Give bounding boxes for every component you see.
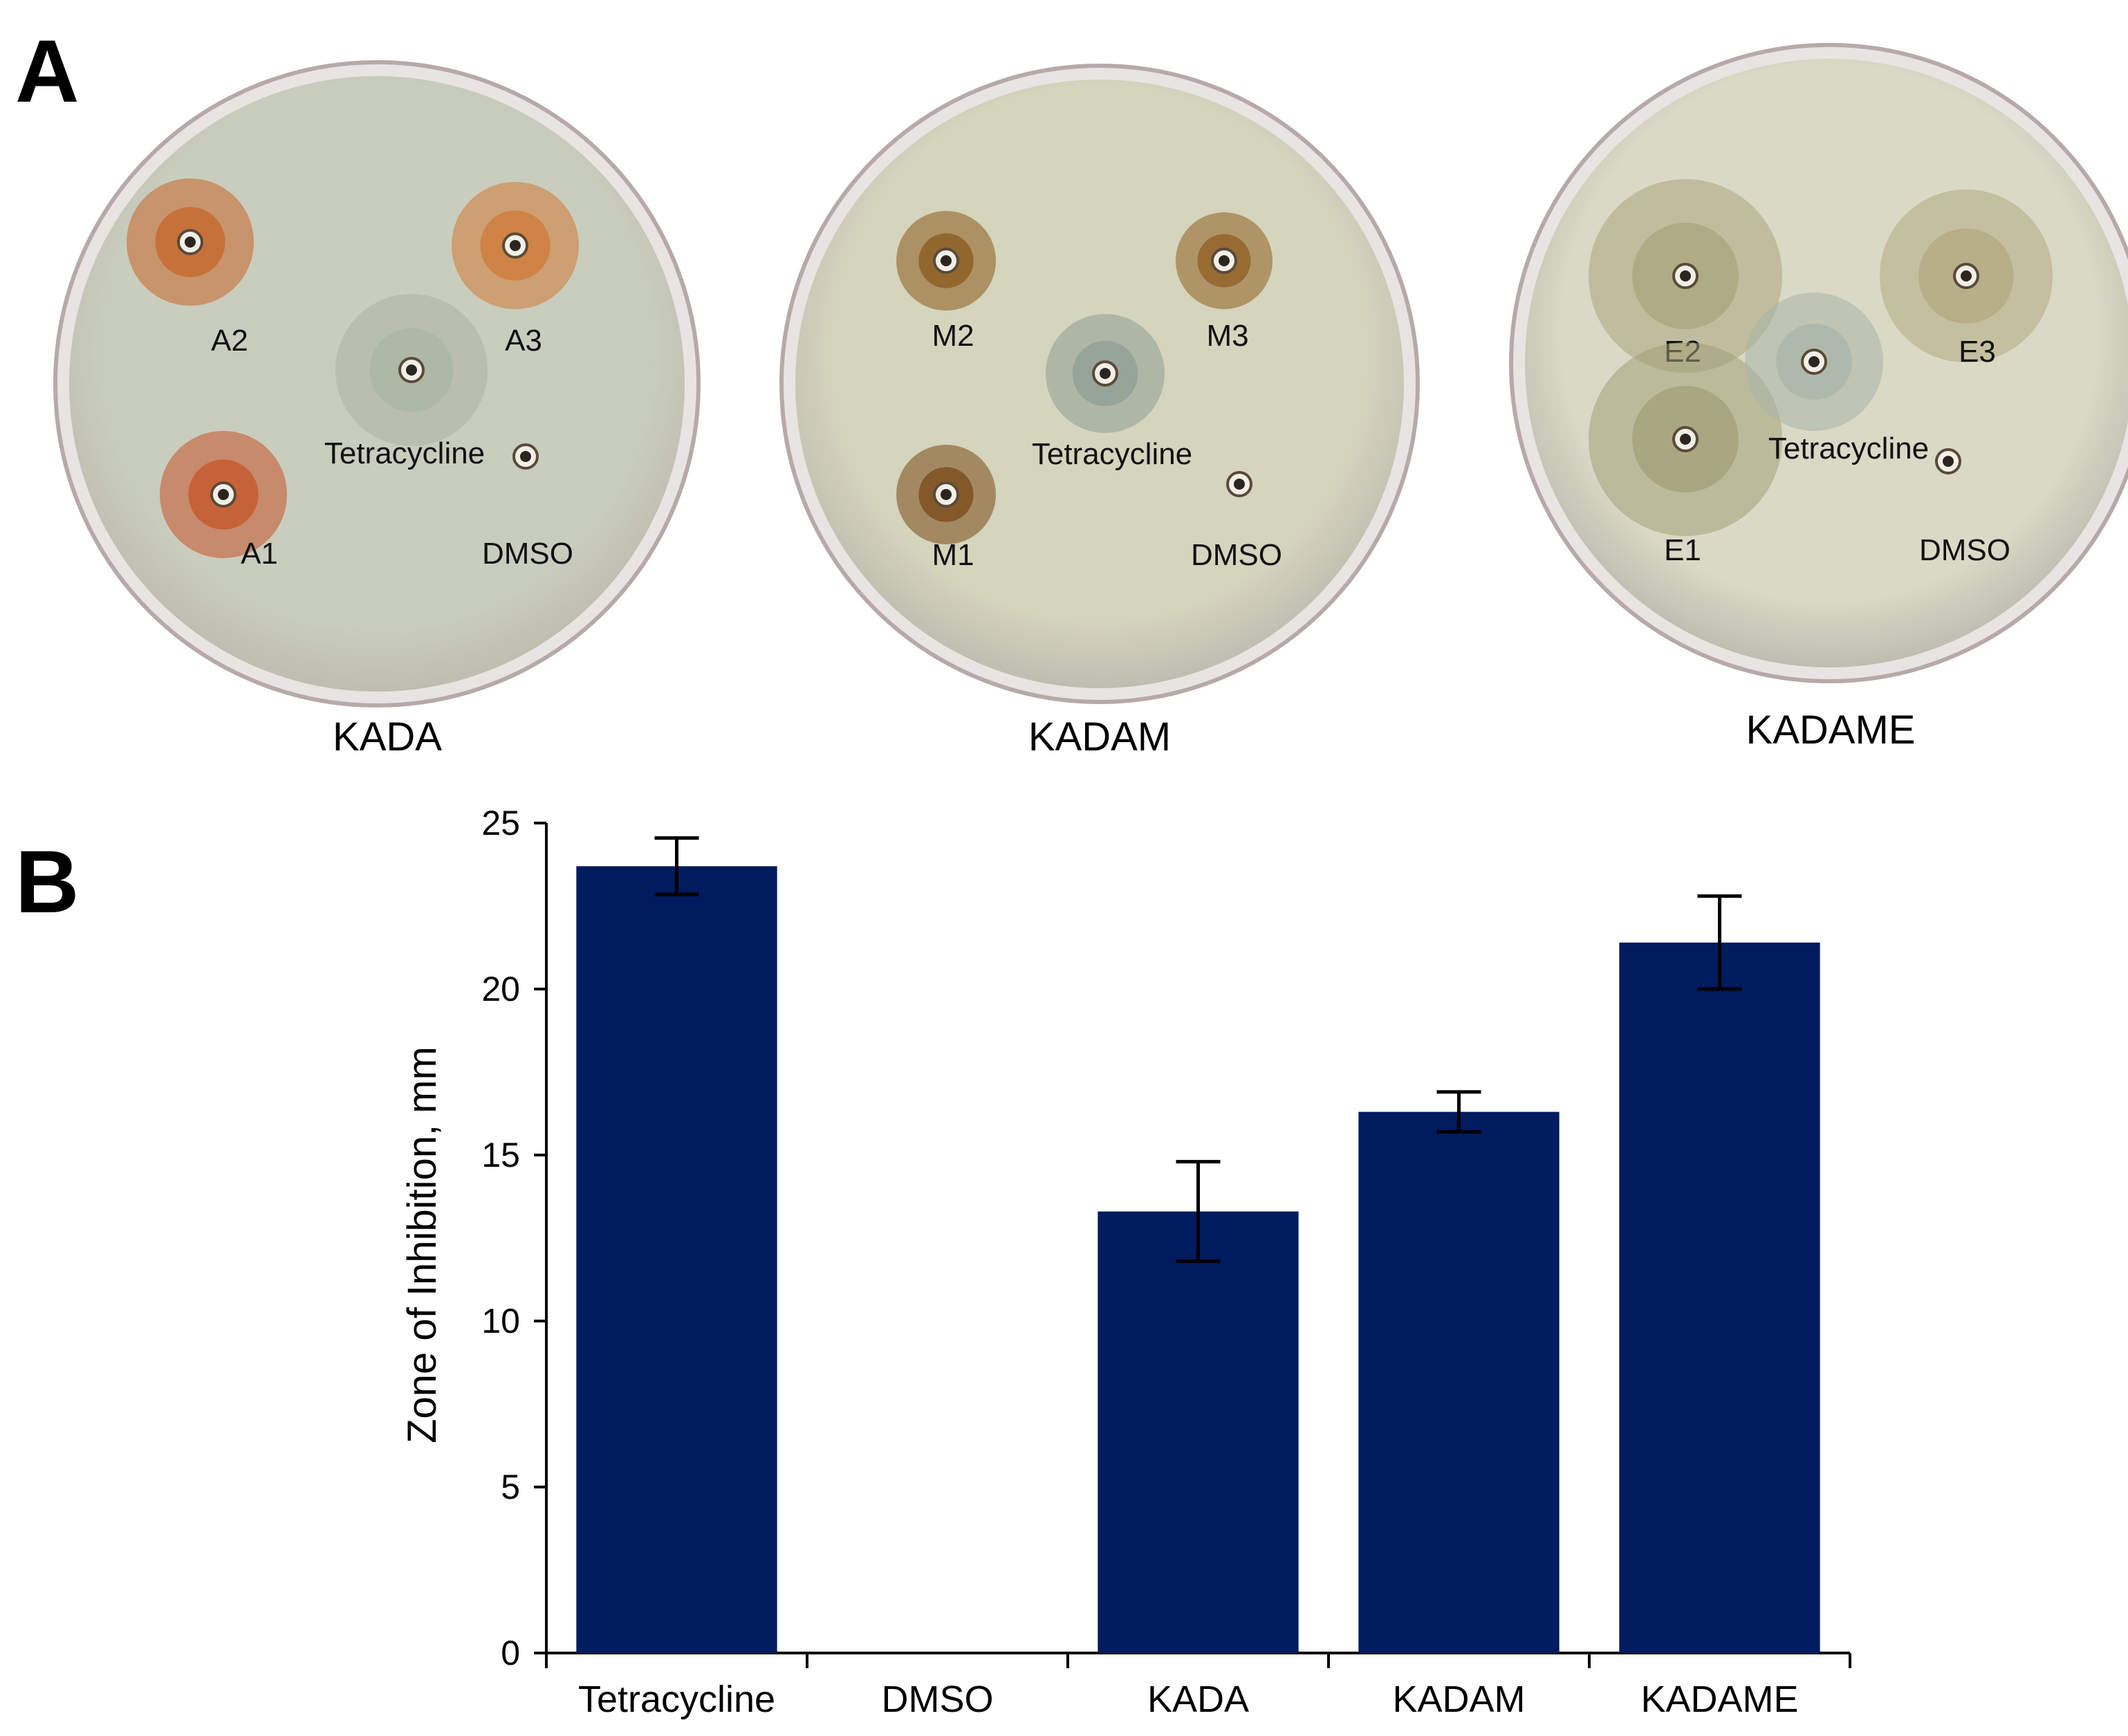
y-axis-label: Zone of Inhibition, mm bbox=[400, 1046, 445, 1443]
well-label-m1: M1 bbox=[932, 538, 974, 572]
well-hole-tetracycline bbox=[1100, 368, 1111, 379]
well-hole-dmso bbox=[1943, 456, 1954, 467]
well-hole-e1 bbox=[1680, 434, 1691, 445]
well-label-a2: A2 bbox=[211, 324, 248, 358]
y-tick-label: 10 bbox=[481, 1302, 520, 1340]
well-hole-m3 bbox=[1219, 255, 1230, 266]
well-hole-dmso bbox=[1234, 479, 1245, 490]
well-label-a1: A1 bbox=[241, 537, 278, 571]
well-hole-m1 bbox=[941, 489, 952, 500]
y-tick-label: 0 bbox=[501, 1634, 520, 1672]
well-label-tetracycline: Tetracycline bbox=[324, 436, 485, 470]
well-label-dmso: DMSO bbox=[1191, 538, 1282, 572]
y-tick-label: 20 bbox=[481, 970, 520, 1008]
y-tick-label: 15 bbox=[481, 1136, 520, 1174]
well-label-tetracycline: Tetracycline bbox=[1032, 437, 1192, 471]
well-label-m3: M3 bbox=[1206, 319, 1248, 353]
plate-caption-kadam: KADAM bbox=[1028, 714, 1172, 759]
well-label-e3: E3 bbox=[1959, 335, 1996, 369]
bar-kada bbox=[1098, 1211, 1299, 1653]
x-tick-label-kada: KADA bbox=[1147, 1679, 1249, 1720]
x-tick-label-kadame: KADAME bbox=[1640, 1679, 1798, 1720]
well-hole-m2 bbox=[941, 255, 952, 266]
petri-plate-kada: A2 A3 A1 Tetracycline DMSO bbox=[53, 60, 701, 708]
well-hole-e3 bbox=[1961, 270, 1972, 281]
well-hole-e2 bbox=[1680, 270, 1691, 281]
panel-label-a: A bbox=[15, 22, 80, 121]
well-hole-a1 bbox=[218, 489, 229, 500]
x-tick-label-dmso: DMSO bbox=[882, 1679, 994, 1720]
plate-caption-kadame: KADAME bbox=[1746, 708, 1916, 752]
well-label-dmso: DMSO bbox=[482, 537, 573, 571]
bar-tetracycline bbox=[576, 866, 777, 1653]
plate-caption-kada: KADA bbox=[333, 714, 442, 759]
well-hole-dmso bbox=[520, 451, 531, 462]
well-hole-tetracycline bbox=[1808, 356, 1820, 367]
well-hole-a2 bbox=[185, 237, 196, 248]
well-label-e1: E1 bbox=[1664, 533, 1701, 567]
well-label-dmso: DMSO bbox=[1919, 533, 2010, 567]
inhibition-bar-chart: Zone of Inhibition, mm 0 5 10 15 20 25 Tetracy… bbox=[400, 804, 1851, 1720]
well-hole-a3 bbox=[510, 240, 521, 251]
panel-label-b: B bbox=[15, 833, 80, 932]
well-label-m2: M2 bbox=[932, 319, 974, 353]
petri-plate-photos: A2 A3 A1 Tetracycline DMSO M2 M3 M1 Tetracycline… bbox=[53, 43, 2128, 708]
y-tick-label: 25 bbox=[481, 804, 520, 842]
well-label-a3: A3 bbox=[505, 324, 542, 358]
x-tick-label-tetracycline: Tetracycline bbox=[578, 1679, 775, 1720]
x-tick-label-kadam: KADAM bbox=[1392, 1679, 1525, 1720]
petri-plate-kadame: E2E3E1TetracyclineDMSO bbox=[1509, 43, 2128, 683]
well-label-tetracycline: Tetracycline bbox=[1768, 432, 1929, 465]
bar-kadame bbox=[1619, 942, 1820, 1653]
bar-kadam bbox=[1358, 1111, 1560, 1653]
petri-plate-kadam: M2 M3 M1 Tetracycline DMSO bbox=[779, 64, 1420, 704]
y-tick-label: 5 bbox=[501, 1468, 520, 1506]
well-hole-tetracycline bbox=[406, 364, 417, 376]
